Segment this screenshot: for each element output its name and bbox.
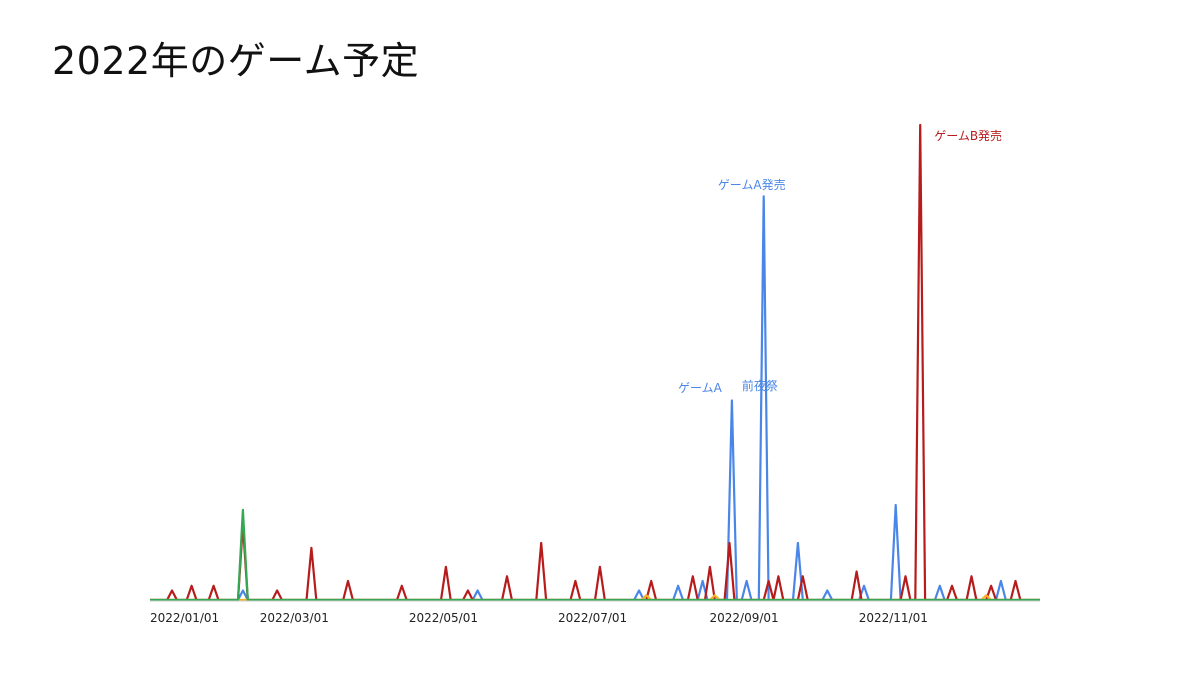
x-tick-label: 2022/01/01 (150, 611, 219, 625)
annotation-label: ゲームA発売 (718, 177, 786, 192)
annotation-label: ゲームB発売 (934, 128, 1002, 143)
x-tick-label: 2022/07/01 (558, 611, 627, 625)
x-tick-label: 2022/05/01 (409, 611, 478, 625)
annotation-label: ゲームA (678, 381, 723, 395)
x-tick-label: 2022/11/01 (859, 611, 928, 625)
x-tick-label: 2022/03/01 (260, 611, 329, 625)
plot-area (150, 123, 1040, 602)
x-tick-label: 2022/09/01 (710, 611, 779, 625)
annotation-label: 前夜祭 (742, 378, 778, 393)
series-line-blue (150, 195, 1040, 602)
slide-title: 2022年のゲーム予定 (52, 39, 420, 83)
x-axis-ticks: 2022/01/01 2022/03/01 2022/05/01 2022/07/01… (150, 611, 928, 625)
series-line-red (150, 123, 1040, 602)
